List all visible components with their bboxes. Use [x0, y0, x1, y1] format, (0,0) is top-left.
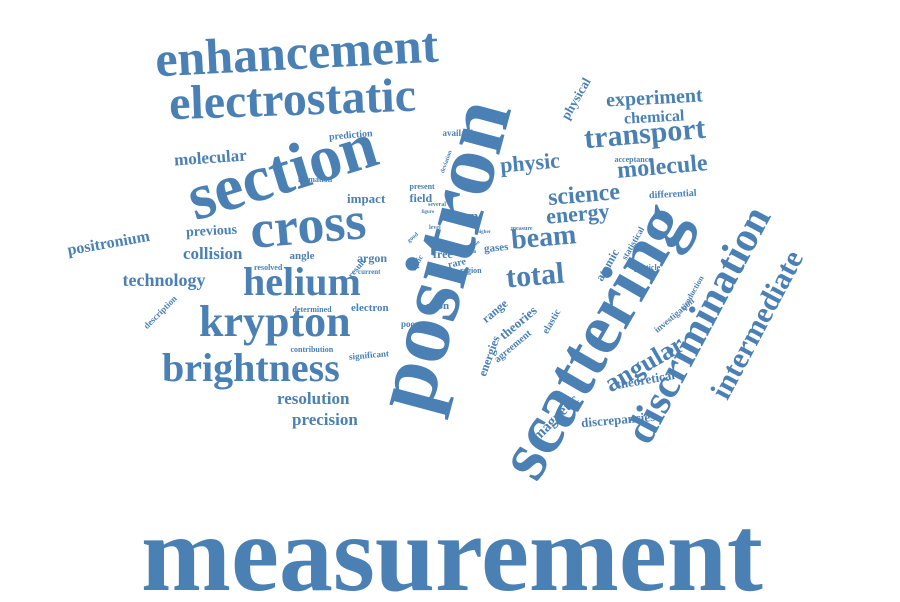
word-particle: particle	[634, 263, 661, 272]
word-argon: argon	[357, 251, 387, 265]
word-atom: atom	[450, 207, 479, 223]
word-range: range	[478, 296, 510, 326]
word-measure: measure	[511, 226, 533, 232]
word-positronium: positronium	[65, 227, 151, 260]
word-gases: gases	[483, 240, 509, 255]
word-differential: differential	[648, 187, 697, 202]
word-higher: higher	[477, 229, 491, 235]
word-physic: physic	[498, 147, 561, 178]
word-figure: figure	[421, 209, 435, 215]
word-krypton: krypton	[199, 297, 351, 346]
word-several: several	[428, 202, 446, 208]
word-previous: previous	[185, 222, 237, 241]
word-free: free	[433, 247, 453, 261]
word-precision: precision	[292, 409, 358, 429]
word-determined: determined	[292, 305, 332, 314]
word-level: level	[429, 225, 441, 231]
word-present: present	[409, 182, 435, 191]
word-resolution: resolution	[277, 388, 350, 408]
word-electrostatic: electrostatic	[167, 68, 417, 131]
word-contribution: contribution	[290, 345, 334, 354]
word-physical: physical	[557, 74, 594, 122]
word-helium: helium	[243, 259, 361, 304]
word-total: total	[504, 256, 566, 295]
word-acceptance: acceptance	[614, 155, 652, 164]
word-collision: collision	[183, 243, 243, 263]
word-measurement: measurement	[141, 495, 763, 602]
word-field: field	[409, 191, 433, 205]
word-current: current	[358, 267, 381, 276]
word-japan: japan	[464, 249, 477, 255]
word-description: description	[140, 292, 179, 331]
word-chemical: chemical	[623, 107, 685, 128]
word-brightness: brightness	[162, 345, 340, 390]
word-energy: energy	[544, 198, 611, 229]
word-angle: angle	[289, 249, 315, 262]
word-molecular: molecular	[172, 144, 247, 170]
word-technology: technology	[122, 270, 206, 290]
word-available: available	[442, 127, 478, 138]
word-neon: neon	[426, 299, 450, 312]
word-resolved: resolved	[254, 263, 283, 272]
word-electron: electron	[351, 301, 389, 314]
word-region: region	[460, 266, 482, 275]
word-experiment: experiment	[604, 84, 703, 112]
word-impact: impact	[347, 190, 386, 206]
word-poorer: poorer	[401, 318, 427, 329]
word-formation: formation	[298, 175, 333, 184]
